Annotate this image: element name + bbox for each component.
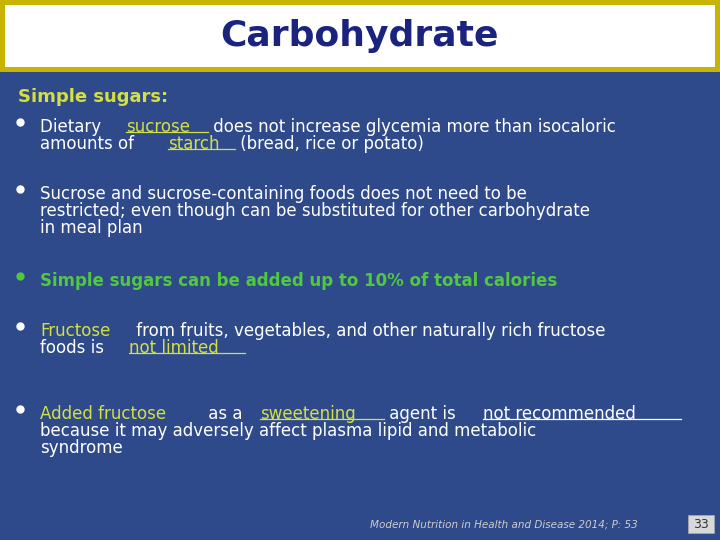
Text: Simple sugars:: Simple sugars: xyxy=(18,88,168,106)
Text: starch: starch xyxy=(168,135,220,153)
Text: in meal plan: in meal plan xyxy=(40,219,143,237)
Text: Added fructose: Added fructose xyxy=(40,405,166,423)
Text: foods is: foods is xyxy=(40,339,109,357)
Text: Dietary: Dietary xyxy=(40,118,107,136)
Text: amounts of: amounts of xyxy=(40,135,139,153)
Text: (bread, rice or potato): (bread, rice or potato) xyxy=(235,135,423,153)
Text: because it may adversely affect plasma lipid and metabolic: because it may adversely affect plasma l… xyxy=(40,422,536,440)
Text: from fruits, vegetables, and other naturally rich fructose: from fruits, vegetables, and other natur… xyxy=(131,322,606,340)
Text: 33: 33 xyxy=(693,517,709,530)
Text: not recommended: not recommended xyxy=(483,405,636,423)
Text: as a: as a xyxy=(203,405,248,423)
Text: does not increase glycemia more than isocaloric: does not increase glycemia more than iso… xyxy=(208,118,616,136)
Text: sweetening: sweetening xyxy=(261,405,356,423)
Text: agent is: agent is xyxy=(384,405,461,423)
Text: sucrose: sucrose xyxy=(126,118,189,136)
Text: Fructose: Fructose xyxy=(40,322,110,340)
Text: Carbohydrate: Carbohydrate xyxy=(221,19,499,53)
Text: not limited: not limited xyxy=(130,339,219,357)
Text: Simple sugars can be added up to 10% of total calories: Simple sugars can be added up to 10% of … xyxy=(40,272,557,290)
Bar xyxy=(0,0,720,72)
Text: Sucrose and sucrose-containing foods does not need to be: Sucrose and sucrose-containing foods doe… xyxy=(40,185,527,203)
Bar xyxy=(688,515,714,533)
Text: Modern Nutrition in Health and Disease 2014; P: 53: Modern Nutrition in Health and Disease 2… xyxy=(370,520,638,530)
Text: restricted; even though can be substituted for other carbohydrate: restricted; even though can be substitut… xyxy=(40,202,590,220)
Text: syndrome: syndrome xyxy=(40,439,122,457)
Bar xyxy=(5,5,715,67)
